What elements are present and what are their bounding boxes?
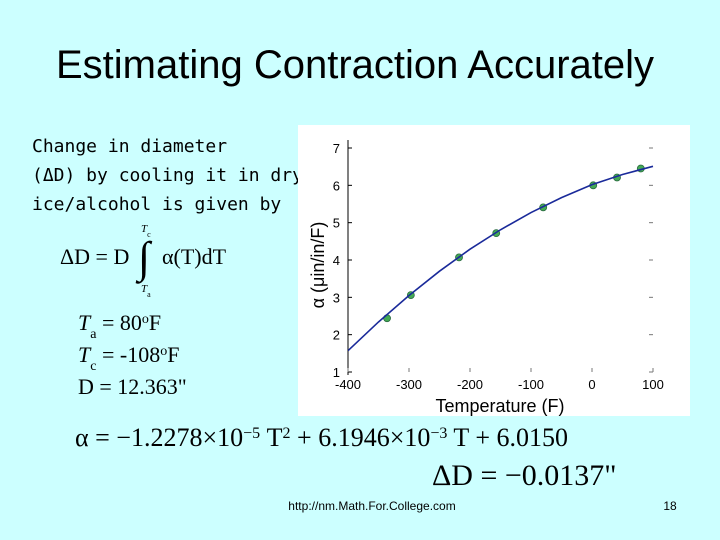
rich-text: D = 12.363" [78,374,187,399]
text-piece: + 6.1946×10 [291,423,431,452]
text-piece: D = 12.363" [78,374,187,399]
text-piece: 2 [283,425,291,442]
intro-text: Change in diameter (ΔD) by cooling it in… [32,136,303,215]
x-tick-label: -200 [457,377,483,392]
y-tick-label: 3 [333,290,340,305]
x-tick-label: 100 [642,377,664,392]
text-piece: o [160,344,167,359]
x-tick-label: -100 [518,377,544,392]
integral-lhs: ΔD = D [60,244,129,269]
text-piece: a [147,290,151,299]
text-piece: T [260,423,283,452]
x-tick-label: 0 [588,377,595,392]
x-tick-label: -400 [335,377,361,392]
text-piece: c [147,230,151,239]
text-piece: = 80 [96,310,141,335]
slide-title: Estimating Contraction Accurately [56,43,654,87]
text-piece: α = −1.2278×10 [75,423,243,452]
x-axis-label: Temperature (F) [435,396,564,416]
intro-line: Change in diameter [32,136,227,157]
text-piece: T [141,283,148,295]
y-tick-label: 2 [333,328,340,343]
y-tick-label: 7 [333,141,340,156]
text-piece: F [167,342,179,367]
page-number: 18 [663,499,677,513]
rich-text: α = −1.2278×10−5 T2 + 6.1946×10−3 T + 6.… [75,423,568,452]
intro-line: (ΔD) by cooling it in dry [32,165,303,186]
chart-background [298,125,690,416]
chart: 1 2 3 4 5 6 7 -400 -300 -200 -100 0 100 Temperature (… [308,140,664,416]
text-piece: = -108 [96,342,160,367]
text-piece: T [78,310,92,335]
text-piece: T + 6.0150 [447,423,568,452]
y-tick-label: 6 [333,178,340,193]
text-piece: −5 [243,425,260,442]
text-piece: c [90,359,96,374]
x-tick-label: -300 [396,377,422,392]
text-piece: T [141,223,148,235]
rich-text: Tc [141,223,151,239]
integrand: α(T)dT [162,244,227,269]
alpha-equation: α = −1.2278×10−5 T2 + 6.1946×10−3 T + 6.… [75,423,568,452]
y-tick-label: 4 [333,253,340,268]
y-axis-label: α (μin/in/F) [308,222,328,309]
fit-line [348,165,654,352]
text-piece: T [78,342,92,367]
y-tick-label: 1 [333,365,340,380]
result: ΔD = −0.0137" [432,459,617,492]
text-piece: −3 [430,425,447,442]
text-piece: F [149,310,161,335]
rich-text: Ta [141,283,151,299]
url: http://nm.Math.For.College.com [288,499,455,513]
integral-sign: ∫ [135,233,153,284]
intro-line: ice/alcohol is given by [32,194,281,215]
rich-text: Tc = -108oF [78,342,179,374]
y-tick-label: 5 [333,216,340,231]
text-piece: a [90,327,97,342]
text-piece: o [142,312,149,327]
rich-text: Ta = 80oF [78,310,161,342]
